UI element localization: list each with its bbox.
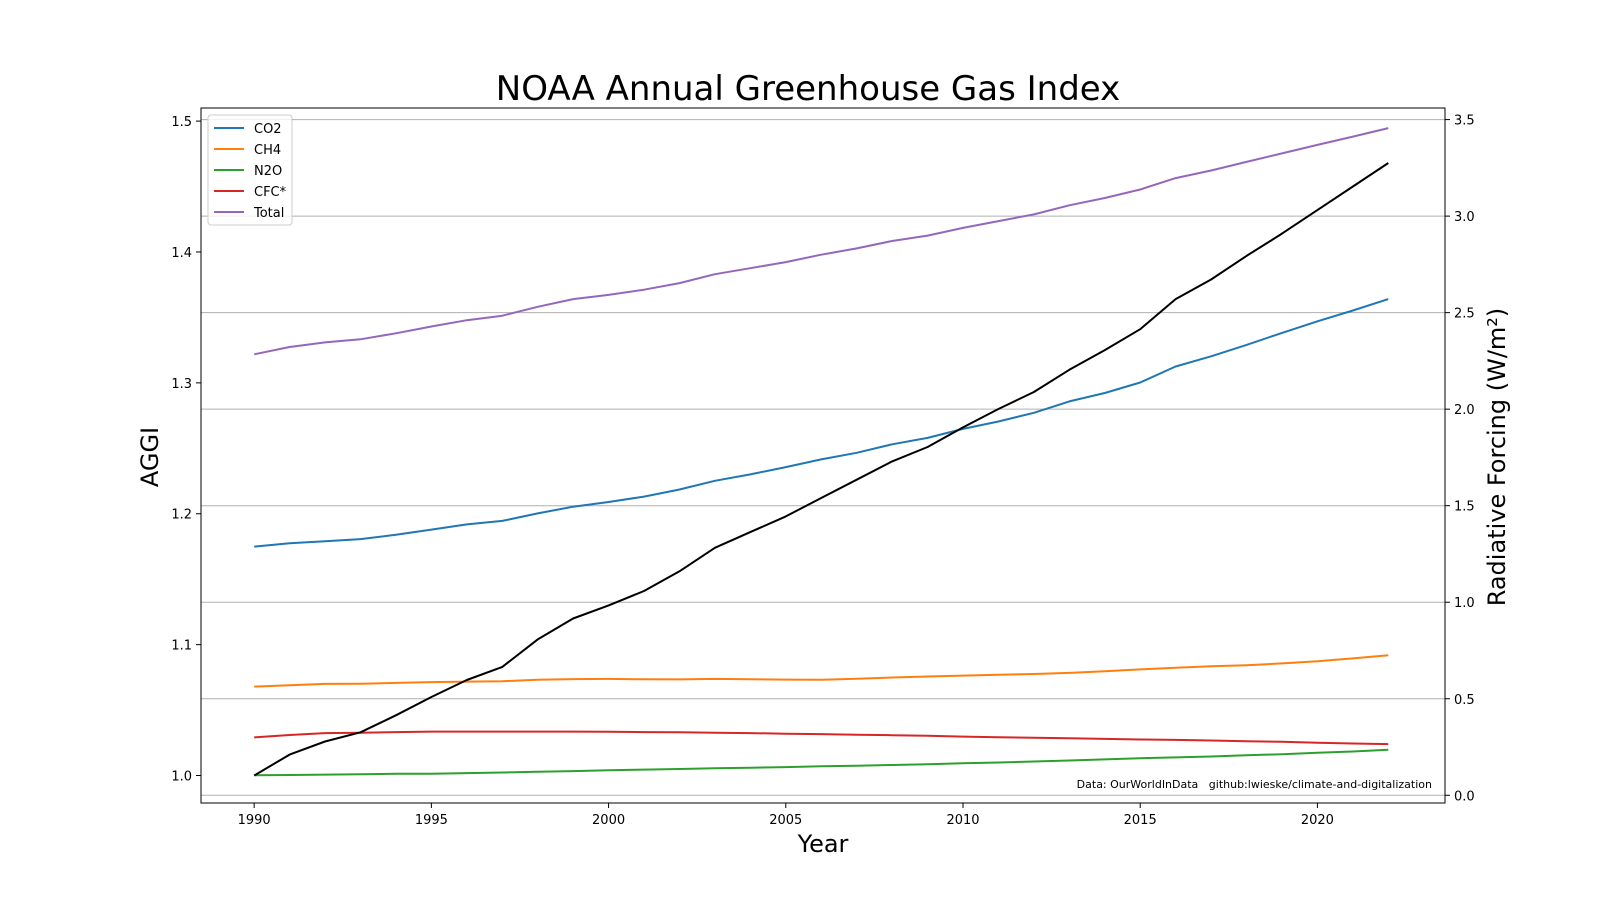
y-tick-label: 1.0	[171, 770, 192, 785]
series-line-ch4	[254, 654, 1389, 688]
x-tick-label: 1990	[238, 813, 271, 828]
series-line-cfc	[254, 730, 1389, 746]
data-source-annotation: Data: OurWorldInData github:lwieske/clim…	[1077, 778, 1432, 791]
left-y-axis-title: AGGI	[136, 427, 164, 487]
right-y-axis-title: Radiative Forcing (W/m²)	[1483, 308, 1511, 607]
series-line-n2o	[254, 748, 1389, 777]
y2-tick-label: 3.5	[1454, 114, 1475, 129]
x-axis: 1990 1995 2000 2005 2010 2015 2020	[238, 803, 1334, 828]
legend-label: CFC*	[254, 185, 287, 200]
series-line-total	[253, 127, 1389, 356]
legend-label: CH4	[254, 143, 281, 158]
right-y-axis: 0.0 0.5 1.0 1.5 2.0 2.5 3.0 3.5	[1445, 114, 1475, 804]
y2-tick-label: 0.0	[1454, 789, 1475, 804]
legend-label: N2O	[254, 164, 282, 179]
series-lines	[253, 127, 1389, 777]
legend-box	[207, 114, 293, 226]
x-tick-label: 1995	[415, 813, 448, 828]
chart-title: NOAA Annual Greenhouse Gas Index	[496, 69, 1120, 109]
y-tick-label: 1.4	[171, 246, 192, 261]
y-tick-label: 1.2	[171, 508, 192, 523]
legend-label: CO2	[254, 122, 282, 137]
x-tick-label: 2000	[592, 813, 625, 828]
aggi-line	[253, 162, 1389, 777]
x-tick-label: 2020	[1301, 813, 1334, 828]
y2-tick-label: 2.0	[1454, 403, 1475, 418]
x-tick-label: 2010	[946, 813, 979, 828]
x-axis-title: Year	[797, 830, 849, 858]
gridlines	[201, 119, 1445, 796]
y2-tick-label: 1.0	[1454, 596, 1475, 611]
y2-tick-label: 0.5	[1454, 693, 1475, 708]
legend-label: Total	[253, 206, 284, 221]
y-tick-label: 1.1	[171, 639, 192, 654]
y2-tick-label: 1.5	[1454, 500, 1475, 515]
legend: CO2 CH4 N2O CFC* Total	[207, 114, 293, 226]
y-tick-label: 1.5	[171, 115, 192, 130]
left-y-axis: 1.0 1.1 1.2 1.3 1.4 1.5	[171, 115, 201, 785]
x-tick-label: 2015	[1124, 813, 1157, 828]
y2-tick-label: 2.5	[1454, 307, 1475, 322]
series-line-co2	[254, 298, 1389, 548]
plot-frame	[200, 107, 1446, 804]
x-tick-label: 2005	[769, 813, 802, 828]
y-tick-label: 1.3	[171, 377, 192, 392]
y2-tick-label: 3.0	[1454, 210, 1475, 225]
